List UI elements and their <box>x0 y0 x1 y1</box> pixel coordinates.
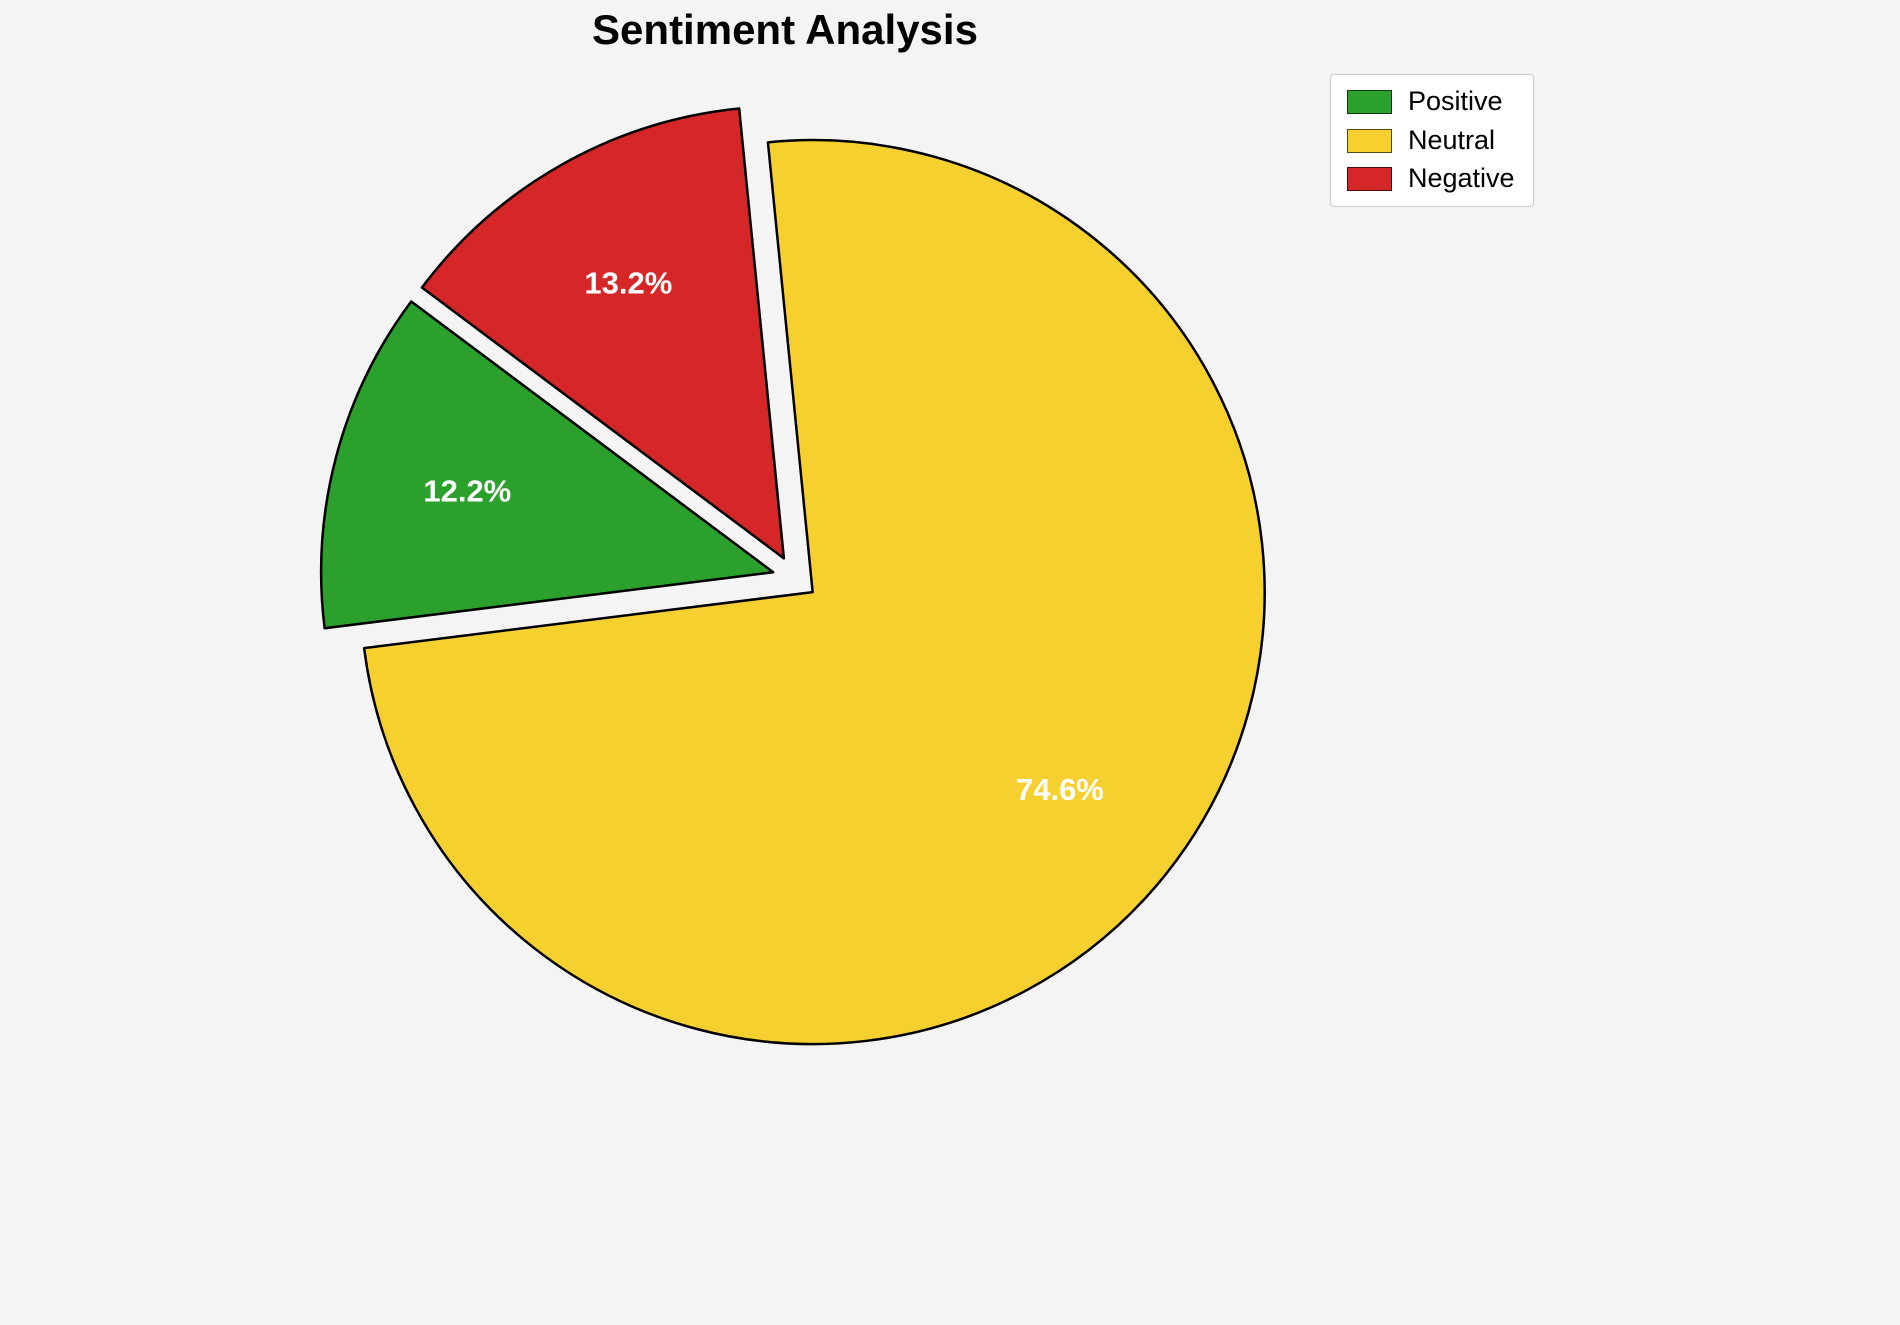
legend-label-neutral: Neutral <box>1408 124 1496 155</box>
legend: Positive Neutral Negative <box>1330 74 1534 208</box>
legend-swatch-positive <box>1347 89 1392 114</box>
pie-slice-negative <box>420 107 786 560</box>
legend-item-neutral: Neutral <box>1347 124 1517 156</box>
legend-label-negative: Negative <box>1408 163 1515 194</box>
legend-label-positive: Positive <box>1408 86 1503 116</box>
pct-label-neutral: 74.6% <box>1016 772 1104 807</box>
pie-slice-neutral <box>362 138 1266 1046</box>
pct-label-negative: 13.2% <box>584 265 672 300</box>
legend-item-negative: Negative <box>1347 164 1517 194</box>
legend-item-positive: Positive <box>1347 86 1517 117</box>
pie-slice-positive <box>319 300 775 630</box>
legend-swatch-neutral <box>1347 128 1392 153</box>
chart-title: Sentiment Analysis <box>592 6 978 53</box>
legend-swatch-negative <box>1347 167 1392 192</box>
pct-label-positive: 12.2% <box>423 474 511 509</box>
